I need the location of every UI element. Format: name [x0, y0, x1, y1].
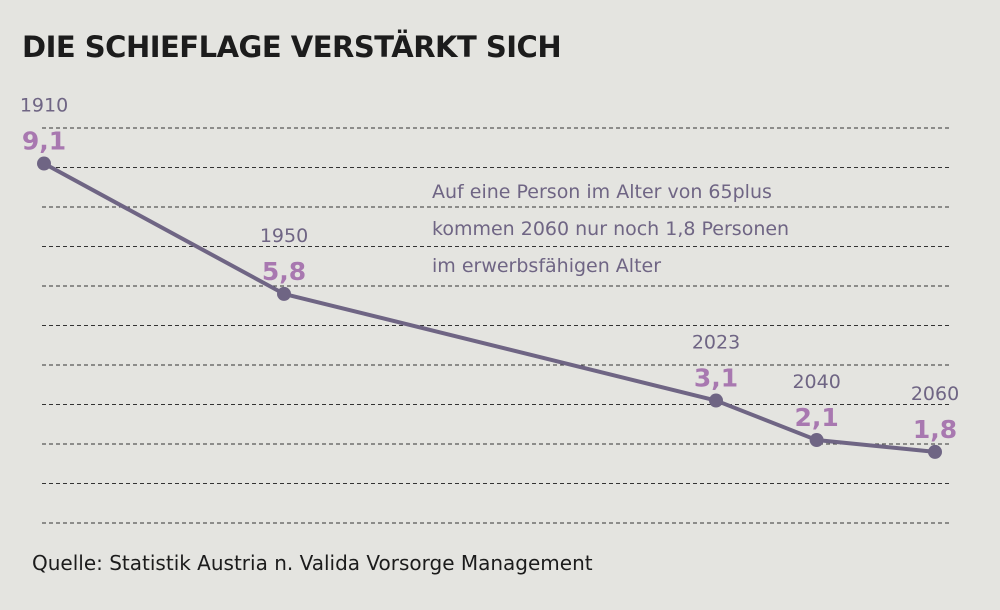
- annotation-text: Auf eine Person im Alter von 65plus komm…: [432, 174, 952, 285]
- source-note: Quelle: Statistik Austria n. Valida Vors…: [32, 551, 593, 575]
- data-point: [709, 393, 724, 408]
- year-label: 1910: [20, 95, 68, 117]
- value-label: 3,1: [694, 364, 738, 393]
- value-label: 9,1: [22, 127, 66, 156]
- annotation-line: im erwerbsfähigen Alter: [432, 255, 662, 277]
- annotation-line: kommen 2060 nur noch 1,8 Personen: [432, 218, 790, 240]
- annotation-line: Auf eine Person im Alter von 65plus: [432, 181, 772, 203]
- year-label: 1950: [260, 225, 308, 247]
- year-label: 2060: [911, 383, 959, 405]
- year-label: 2023: [692, 332, 740, 354]
- gridlines: [42, 127, 950, 524]
- year-label: 2040: [792, 371, 840, 393]
- chart-title: DIE SCHIEFLAGE VERSTÄRKT SICH: [22, 30, 562, 64]
- data-point: [928, 444, 942, 459]
- value-label: 1,8: [913, 415, 957, 444]
- value-label: 5,8: [262, 257, 306, 286]
- value-label: 2,1: [794, 403, 838, 432]
- data-point: [277, 286, 291, 301]
- data-labels: 1910 9,1 1950 5,8 2023 3,1 2040 2,1 2060 1,8: [20, 95, 959, 444]
- data-points: [37, 156, 942, 459]
- data-point: [37, 156, 51, 171]
- data-point: [809, 433, 824, 448]
